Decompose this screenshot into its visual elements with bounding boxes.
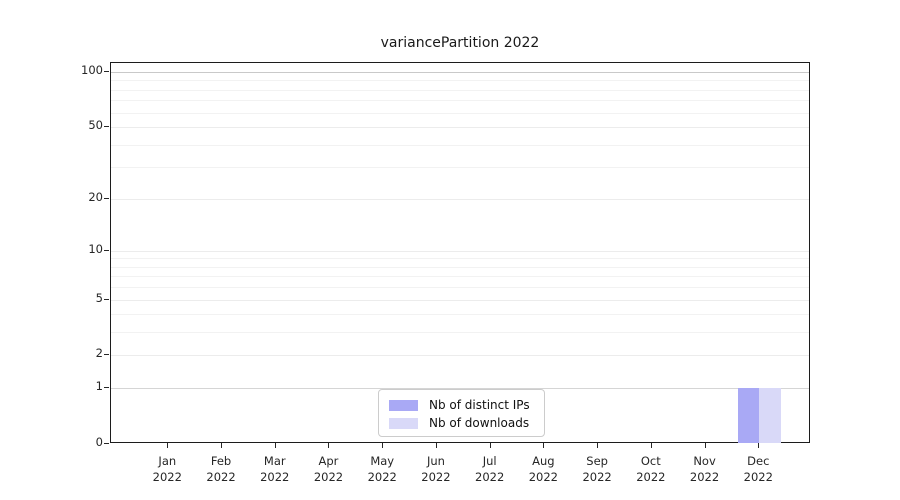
minor-gridline (111, 167, 809, 169)
legend: Nb of distinct IPs Nb of downloads (378, 389, 545, 437)
legend-item-distinct-ips: Nb of distinct IPs (389, 397, 534, 413)
x-tick-mark (543, 443, 545, 448)
x-tick-mark (167, 443, 169, 448)
chart-title: variancePartition 2022 (380, 35, 540, 51)
x-tick-label: Apr 2022 (313, 454, 344, 484)
minor-gridline (111, 112, 809, 114)
y-tick-label: 20 (88, 189, 103, 204)
legend-item-downloads: Nb of downloads (389, 415, 534, 431)
x-tick-mark (597, 443, 599, 448)
y-tick-label: 5 (95, 290, 103, 305)
x-tick-mark (650, 443, 652, 448)
x-tick-mark (704, 443, 706, 448)
y-tick-mark (104, 443, 109, 444)
x-tick-mark (435, 443, 437, 448)
major-gridline (111, 198, 809, 200)
y-tick-mark (104, 71, 109, 72)
minor-gridline (111, 258, 809, 260)
minor-gridline (111, 332, 809, 334)
minor-gridline (111, 100, 809, 102)
y-tick-label: 1 (95, 379, 103, 394)
minor-gridline (111, 144, 809, 146)
x-tick-label: Sep 2022 (582, 454, 612, 484)
y-tick-label: 10 (88, 241, 103, 256)
minor-gridline (111, 287, 809, 289)
minor-gridline (111, 314, 809, 316)
distinct-ips-swatch (389, 399, 418, 411)
y-tick-mark (104, 387, 109, 389)
x-tick-label: May 2022 (367, 454, 397, 484)
major-gridline (111, 299, 809, 301)
x-tick-label: Jan 2022 (152, 454, 182, 484)
x-tick-mark (758, 443, 760, 448)
minor-gridline (111, 276, 809, 278)
downloads-swatch (389, 417, 418, 429)
x-tick-label: Mar 2022 (260, 454, 290, 484)
bar-nb-of-downloads (759, 388, 781, 443)
x-tick-label: Nov 2022 (689, 454, 720, 484)
legend-label-distinct-ips: Nb of distinct IPs (429, 398, 530, 412)
major-gridline (111, 388, 809, 390)
x-tick-label: Oct 2022 (636, 454, 666, 484)
major-gridline (111, 250, 809, 252)
y-tick-mark (104, 298, 109, 300)
y-tick-mark (104, 126, 109, 128)
x-tick-mark (328, 443, 330, 448)
x-tick-label: Jul 2022 (475, 454, 505, 484)
x-tick-label: Dec 2022 (743, 454, 773, 484)
x-tick-mark (221, 443, 223, 448)
y-tick-mark (104, 249, 109, 251)
minor-gridline (111, 89, 809, 91)
y-tick-label: 50 (88, 118, 103, 133)
y-tick-mark (104, 354, 109, 356)
y-tick-label: 100 (81, 63, 103, 77)
y-tick-label: 2 (95, 346, 103, 361)
y-tick-mark (104, 197, 109, 199)
y-tick-label: 0 (95, 435, 103, 449)
x-tick-label: Feb 2022 (206, 454, 236, 484)
x-tick-label: Aug 2022 (528, 454, 559, 484)
x-tick-mark (274, 443, 276, 448)
major-gridline (111, 72, 809, 73)
bar-nb-of-distinct-ips (737, 388, 760, 443)
minor-gridline (111, 266, 809, 268)
plot-area (110, 62, 810, 443)
x-tick-mark (382, 443, 384, 448)
legend-label-downloads: Nb of downloads (429, 416, 530, 430)
x-tick-label: Jun 2022 (421, 454, 451, 484)
minor-gridline (111, 80, 809, 82)
x-tick-mark (489, 443, 491, 448)
major-gridline (111, 127, 809, 129)
major-gridline (111, 355, 809, 357)
